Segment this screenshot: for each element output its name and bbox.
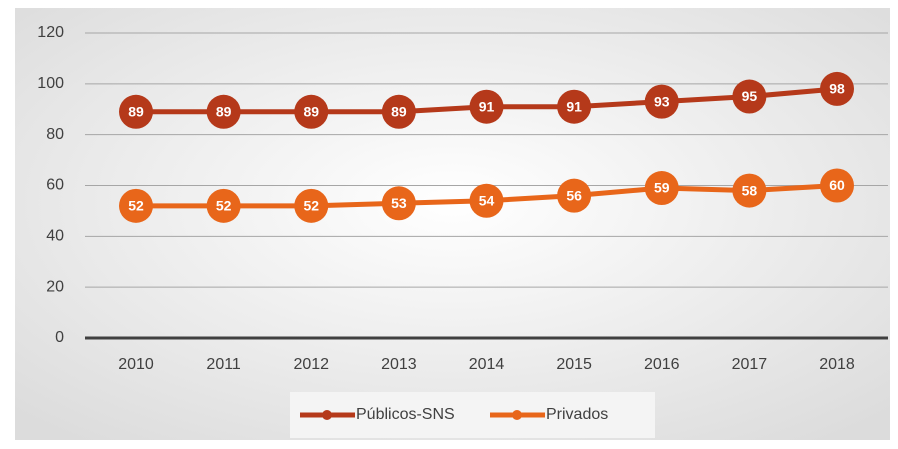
x-tick-label: 2014: [469, 356, 505, 373]
data-label: 52: [128, 198, 144, 214]
data-label: 91: [479, 98, 495, 114]
data-label: 60: [829, 177, 845, 193]
data-label: 59: [654, 180, 670, 196]
data-label: 89: [391, 103, 407, 119]
data-point: [557, 178, 592, 213]
data-point: [294, 94, 329, 129]
data-label: 89: [216, 103, 232, 119]
legend-label: Públicos-SNS: [356, 406, 455, 423]
data-point: [381, 186, 416, 221]
data-point: [469, 183, 504, 218]
data-label: 95: [742, 88, 758, 104]
data-point: [119, 94, 153, 129]
data-label: 91: [566, 98, 582, 114]
data-point: [119, 188, 153, 223]
x-tick-label: 2015: [556, 356, 592, 373]
data-point: [206, 94, 241, 129]
data-point: [381, 94, 416, 129]
y-tick-label: 80: [46, 126, 64, 143]
data-label: 89: [128, 103, 144, 119]
data-point: [294, 188, 329, 223]
y-tick-label: 20: [46, 278, 64, 295]
data-point: [469, 89, 504, 124]
y-tick-label: 120: [37, 24, 64, 41]
x-tick-label: 2010: [118, 356, 154, 373]
y-tick-label: 100: [37, 75, 64, 92]
data-label: 98: [829, 81, 845, 97]
data-label: 56: [566, 187, 582, 203]
x-tick-label: 2018: [819, 356, 855, 373]
x-tick-label: 2017: [732, 356, 768, 373]
data-point: [644, 171, 679, 206]
legend-marker: [512, 410, 522, 420]
data-label: 89: [303, 103, 319, 119]
y-tick-label: 60: [46, 177, 64, 194]
data-point: [820, 71, 854, 106]
data-label: 53: [391, 195, 407, 211]
data-point: [732, 173, 767, 208]
x-tick-label: 2012: [293, 356, 329, 373]
legend-marker: [322, 410, 332, 420]
chart-background: [15, 8, 890, 440]
data-point: [557, 89, 592, 124]
x-tick-label: 2013: [381, 356, 417, 373]
y-tick-label: 40: [46, 228, 64, 245]
data-label: 52: [303, 198, 319, 214]
data-label: 52: [216, 198, 232, 214]
data-label: 54: [479, 192, 495, 208]
data-label: 58: [742, 182, 758, 198]
data-point: [644, 84, 679, 119]
legend-label: Privados: [546, 406, 608, 423]
data-point: [820, 168, 854, 203]
y-tick-label: 0: [55, 329, 64, 346]
data-label: 93: [654, 93, 670, 109]
x-tick-label: 2016: [644, 356, 680, 373]
data-point: [206, 188, 241, 223]
x-tick-label: 2011: [206, 356, 241, 373]
data-point: [732, 79, 767, 114]
